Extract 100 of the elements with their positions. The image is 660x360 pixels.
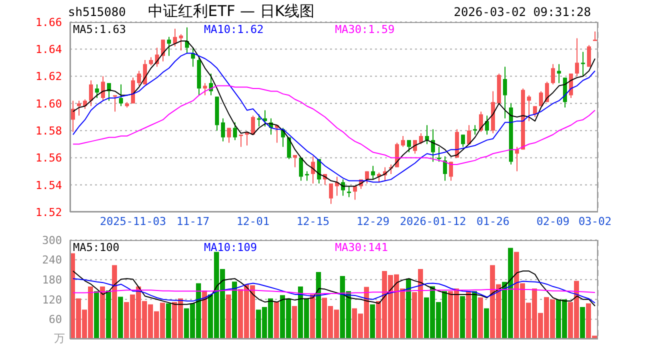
chart-title: 中证红利ETF — 日K线图	[148, 2, 315, 21]
bar	[580, 306, 585, 339]
y-tick-label: 1.66	[36, 16, 62, 29]
text: MA5:1.63	[73, 23, 126, 36]
y-tick-label: 1.54	[36, 178, 62, 192]
candlestick	[71, 100, 75, 132]
bar	[112, 265, 117, 339]
candlestick	[371, 165, 375, 180]
candlestick	[203, 82, 207, 96]
candlestick	[533, 106, 537, 118]
bar	[166, 303, 171, 339]
text: sh515080	[68, 5, 126, 19]
x-tick-label: 12-01	[236, 215, 270, 228]
y-tick-label: 240	[42, 254, 62, 267]
y-tick-label: 120	[42, 293, 62, 306]
candlestick	[83, 98, 87, 110]
bar	[274, 302, 279, 339]
candlestick	[581, 51, 585, 77]
x-tick-label: 11-17	[176, 215, 210, 228]
text: 2026-03-02 09:31:28	[454, 5, 591, 19]
bar	[484, 308, 489, 339]
candlestick	[587, 44, 591, 68]
text: MA30:1.59	[335, 23, 395, 36]
bar	[460, 296, 465, 339]
y-tick-label: 1.58	[36, 124, 62, 138]
candlestick	[569, 73, 573, 98]
candlestick	[341, 178, 345, 196]
candlestick	[167, 36, 171, 56]
candlestick	[161, 39, 165, 62]
y-tick-label: 60	[48, 313, 62, 326]
candlestick	[539, 90, 543, 107]
candlestick	[173, 28, 177, 47]
y-tick-label: 300	[42, 234, 62, 247]
y-tick-label: 1.52	[36, 206, 62, 219]
candlestick	[239, 134, 243, 148]
candlestick	[431, 128, 435, 162]
series-label: MA10:1.62	[204, 23, 264, 36]
candlestick	[485, 115, 489, 136]
y-tick-label: 180	[42, 274, 62, 287]
text: MA30:141	[335, 241, 388, 254]
candlestick	[143, 60, 147, 85]
bar	[406, 278, 411, 339]
x-tick-label: 02-09	[536, 215, 570, 228]
candlestick	[233, 122, 237, 141]
bar	[370, 304, 375, 339]
bar	[478, 297, 483, 339]
candlestick	[425, 124, 429, 145]
candlestick	[221, 118, 225, 142]
bar	[100, 286, 105, 339]
candlestick	[575, 38, 579, 77]
candlestick	[227, 127, 231, 144]
candlestick	[413, 140, 417, 154]
candlestick	[503, 66, 507, 119]
candlestick	[419, 132, 423, 145]
candlestick	[77, 100, 81, 116]
text: MA10:109	[204, 241, 257, 254]
line-series	[72, 270, 596, 306]
candlestick	[251, 115, 255, 136]
x-tick-label: 12-15	[296, 215, 330, 228]
candlestick	[467, 124, 471, 145]
bar	[118, 296, 123, 339]
candlestick	[101, 76, 105, 102]
candlestick	[293, 154, 297, 168]
bar	[94, 291, 99, 339]
bar	[466, 291, 471, 339]
candlestick	[527, 94, 531, 122]
bar	[310, 294, 315, 339]
y-axis-title: 万	[54, 331, 65, 346]
candlestick	[299, 157, 303, 182]
bar	[226, 294, 231, 339]
line-series	[72, 278, 596, 304]
y-tick-label: 1.64	[36, 43, 62, 56]
bar	[202, 290, 207, 339]
candlestick	[89, 80, 93, 107]
candlestick	[179, 34, 183, 51]
candlestick	[131, 77, 135, 104]
bar	[292, 306, 297, 339]
x-tick-label: 2025-11-03	[100, 215, 166, 228]
candlestick	[95, 84, 99, 98]
candlestick	[551, 64, 555, 85]
x-tick-label: 01-26	[476, 215, 510, 228]
candlestick	[353, 186, 357, 200]
y-tick-label: 1.56	[36, 152, 62, 165]
x-tick-label: 2026-01-12	[400, 215, 466, 228]
bar	[106, 290, 111, 339]
candlestick	[329, 183, 333, 204]
candlestick	[473, 124, 477, 136]
y-tick-label: 1.60	[36, 97, 62, 110]
candlestick	[443, 156, 447, 182]
bar	[316, 272, 321, 339]
candlestick	[437, 146, 441, 162]
candlestick	[347, 186, 351, 198]
candlestick	[137, 70, 141, 86]
x-tick-label: 12-29	[356, 215, 390, 228]
y-tick-label: 1.62	[36, 70, 62, 84]
candlestick	[557, 64, 561, 84]
candlestick	[461, 134, 465, 148]
candlestick	[305, 170, 309, 182]
series-label: MA5:100	[73, 241, 120, 254]
bar	[232, 282, 237, 339]
